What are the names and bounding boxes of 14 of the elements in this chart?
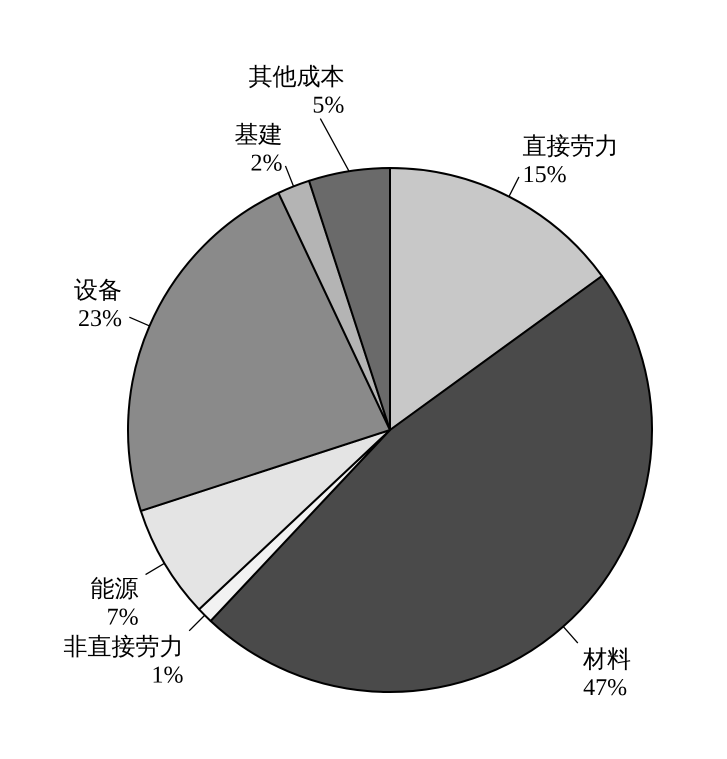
slice-label: 其他成本 [248, 64, 344, 91]
data-label: 15% [522, 162, 567, 188]
slice-label: 设备 [74, 278, 122, 304]
data-label: 23% [78, 306, 122, 332]
slice-label: 基建 [234, 122, 283, 149]
slice-label: 非直接劳力 [64, 633, 184, 660]
slice-label: 能源 [90, 576, 139, 603]
data-label: 2% [250, 150, 283, 177]
data-label: 47% [583, 675, 628, 702]
slice-label: 材料 [582, 647, 632, 674]
data-label: 7% [106, 604, 139, 631]
slice-label: 直接劳力 [522, 132, 619, 160]
data-label: 5% [312, 92, 344, 119]
data-label: 1% [152, 662, 184, 688]
